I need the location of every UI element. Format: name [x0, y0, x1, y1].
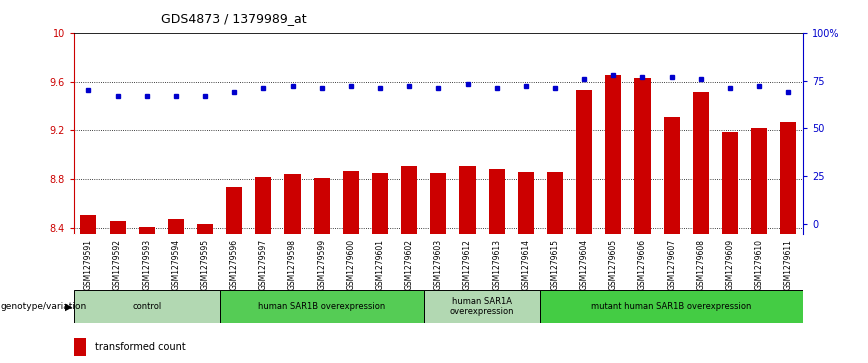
Text: GSM1279597: GSM1279597 — [259, 238, 268, 290]
Text: GSM1279605: GSM1279605 — [608, 238, 618, 290]
Text: human SAR1A
overexpression: human SAR1A overexpression — [450, 297, 515, 317]
Text: GSM1279606: GSM1279606 — [638, 238, 647, 290]
Text: GSM1279615: GSM1279615 — [550, 238, 560, 290]
Bar — [518, 172, 534, 234]
Text: ▶: ▶ — [64, 302, 72, 312]
Text: transformed count: transformed count — [95, 342, 186, 352]
Text: mutant human SAR1B overexpression: mutant human SAR1B overexpression — [591, 302, 752, 311]
Bar — [168, 220, 184, 234]
Bar — [547, 172, 563, 234]
Text: GSM1279610: GSM1279610 — [754, 238, 764, 290]
Bar — [459, 166, 476, 234]
Text: GSM1279598: GSM1279598 — [288, 238, 297, 290]
Bar — [722, 131, 738, 234]
Text: genotype/variation: genotype/variation — [1, 302, 87, 311]
Text: GDS4873 / 1379989_at: GDS4873 / 1379989_at — [161, 12, 307, 25]
Text: GSM1279612: GSM1279612 — [463, 238, 472, 290]
Text: GSM1279607: GSM1279607 — [667, 238, 676, 290]
Text: GSM1279604: GSM1279604 — [580, 238, 589, 290]
Bar — [605, 76, 621, 234]
Text: GSM1279613: GSM1279613 — [492, 238, 501, 290]
Text: GSM1279608: GSM1279608 — [696, 238, 706, 290]
Text: GSM1279593: GSM1279593 — [142, 238, 151, 290]
FancyBboxPatch shape — [424, 290, 541, 323]
FancyBboxPatch shape — [74, 290, 220, 323]
Bar — [285, 174, 300, 234]
Text: GSM1279596: GSM1279596 — [230, 238, 239, 290]
Bar — [313, 178, 330, 234]
Bar — [255, 177, 272, 234]
Text: control: control — [132, 302, 161, 311]
Bar — [401, 166, 418, 234]
Bar — [780, 122, 796, 234]
Text: human SAR1B overexpression: human SAR1B overexpression — [258, 302, 385, 311]
Text: GSM1279602: GSM1279602 — [404, 238, 414, 290]
Bar — [693, 93, 709, 234]
Text: GSM1279599: GSM1279599 — [317, 238, 326, 290]
Text: GSM1279595: GSM1279595 — [201, 238, 209, 290]
Bar — [197, 224, 213, 234]
Bar — [139, 227, 155, 234]
Bar — [664, 117, 680, 234]
Bar — [489, 170, 504, 234]
Text: GSM1279614: GSM1279614 — [522, 238, 530, 290]
Bar — [372, 173, 388, 234]
Text: GSM1279609: GSM1279609 — [726, 238, 734, 290]
Bar — [227, 187, 242, 234]
Text: GSM1279591: GSM1279591 — [84, 238, 93, 290]
Bar — [109, 221, 126, 234]
FancyBboxPatch shape — [220, 290, 424, 323]
Text: GSM1279601: GSM1279601 — [376, 238, 385, 290]
Bar — [431, 173, 446, 234]
Bar — [81, 215, 96, 234]
Bar — [74, 338, 86, 356]
Bar — [343, 171, 358, 234]
FancyBboxPatch shape — [541, 290, 803, 323]
Text: GSM1279594: GSM1279594 — [171, 238, 181, 290]
Bar — [635, 78, 650, 234]
Bar — [576, 90, 592, 234]
Bar — [751, 128, 767, 234]
Text: GSM1279592: GSM1279592 — [113, 238, 122, 290]
Text: GSM1279603: GSM1279603 — [434, 238, 443, 290]
Text: GSM1279611: GSM1279611 — [784, 238, 792, 290]
Text: GSM1279600: GSM1279600 — [346, 238, 355, 290]
